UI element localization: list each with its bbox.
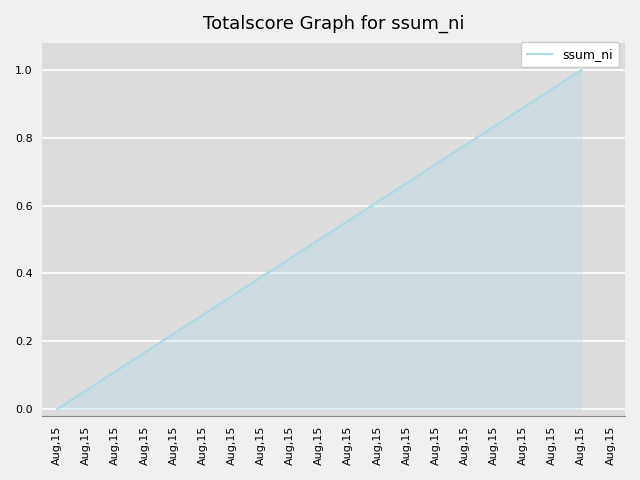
ssum_ni — [286, 255, 294, 261]
ssum_ni — [344, 218, 352, 224]
ssum_ni — [374, 199, 381, 205]
ssum_ni — [257, 275, 265, 280]
ssum_ni — [316, 237, 323, 242]
Legend: ssum_ni: ssum_ni — [520, 42, 619, 67]
ssum_ni — [111, 369, 119, 374]
ssum_ni — [83, 387, 90, 393]
ssum_ni — [577, 67, 585, 73]
ssum_ni — [432, 161, 440, 167]
Title: Totalscore Graph for ssum_ni: Totalscore Graph for ssum_ni — [203, 15, 465, 33]
ssum_ni — [53, 406, 61, 412]
ssum_ni — [228, 293, 236, 299]
ssum_ni — [519, 105, 527, 110]
Line: ssum_ni: ssum_ni — [57, 70, 581, 409]
ssum_ni — [490, 124, 498, 130]
ssum_ni — [199, 312, 207, 318]
ssum_ni — [403, 180, 410, 186]
ssum_ni — [141, 350, 148, 356]
ssum_ni — [548, 86, 556, 92]
ssum_ni — [461, 143, 468, 148]
ssum_ni — [170, 331, 177, 336]
